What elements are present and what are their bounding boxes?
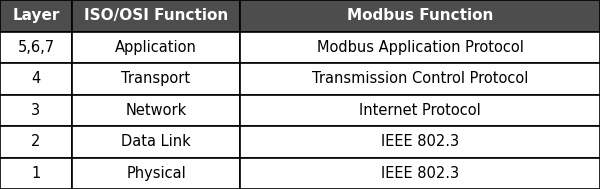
FancyBboxPatch shape xyxy=(0,126,72,157)
Text: Data Link: Data Link xyxy=(121,134,191,149)
Text: Internet Protocol: Internet Protocol xyxy=(359,103,481,118)
FancyBboxPatch shape xyxy=(72,32,240,63)
Text: Network: Network xyxy=(125,103,187,118)
FancyBboxPatch shape xyxy=(240,126,600,157)
FancyBboxPatch shape xyxy=(240,157,600,189)
Text: Transport: Transport xyxy=(121,71,191,86)
FancyBboxPatch shape xyxy=(72,63,240,94)
FancyBboxPatch shape xyxy=(240,63,600,94)
FancyBboxPatch shape xyxy=(0,0,72,32)
FancyBboxPatch shape xyxy=(0,157,72,189)
Text: IEEE 802.3: IEEE 802.3 xyxy=(381,166,459,181)
Text: ISO/OSI Function: ISO/OSI Function xyxy=(84,8,228,23)
FancyBboxPatch shape xyxy=(0,63,72,94)
Text: 2: 2 xyxy=(31,134,41,149)
Text: Modbus Function: Modbus Function xyxy=(347,8,493,23)
FancyBboxPatch shape xyxy=(240,0,600,32)
FancyBboxPatch shape xyxy=(72,126,240,157)
FancyBboxPatch shape xyxy=(0,94,72,126)
FancyBboxPatch shape xyxy=(240,32,600,63)
FancyBboxPatch shape xyxy=(72,94,240,126)
Text: IEEE 802.3: IEEE 802.3 xyxy=(381,134,459,149)
FancyBboxPatch shape xyxy=(72,0,240,32)
Text: 1: 1 xyxy=(31,166,41,181)
Text: Layer: Layer xyxy=(13,8,59,23)
Text: 4: 4 xyxy=(31,71,41,86)
Text: Application: Application xyxy=(115,40,197,55)
Text: Modbus Application Protocol: Modbus Application Protocol xyxy=(317,40,523,55)
Text: 5,6,7: 5,6,7 xyxy=(17,40,55,55)
FancyBboxPatch shape xyxy=(240,94,600,126)
Text: Transmission Control Protocol: Transmission Control Protocol xyxy=(312,71,528,86)
FancyBboxPatch shape xyxy=(0,32,72,63)
Text: 3: 3 xyxy=(31,103,41,118)
FancyBboxPatch shape xyxy=(72,157,240,189)
Text: Physical: Physical xyxy=(126,166,186,181)
